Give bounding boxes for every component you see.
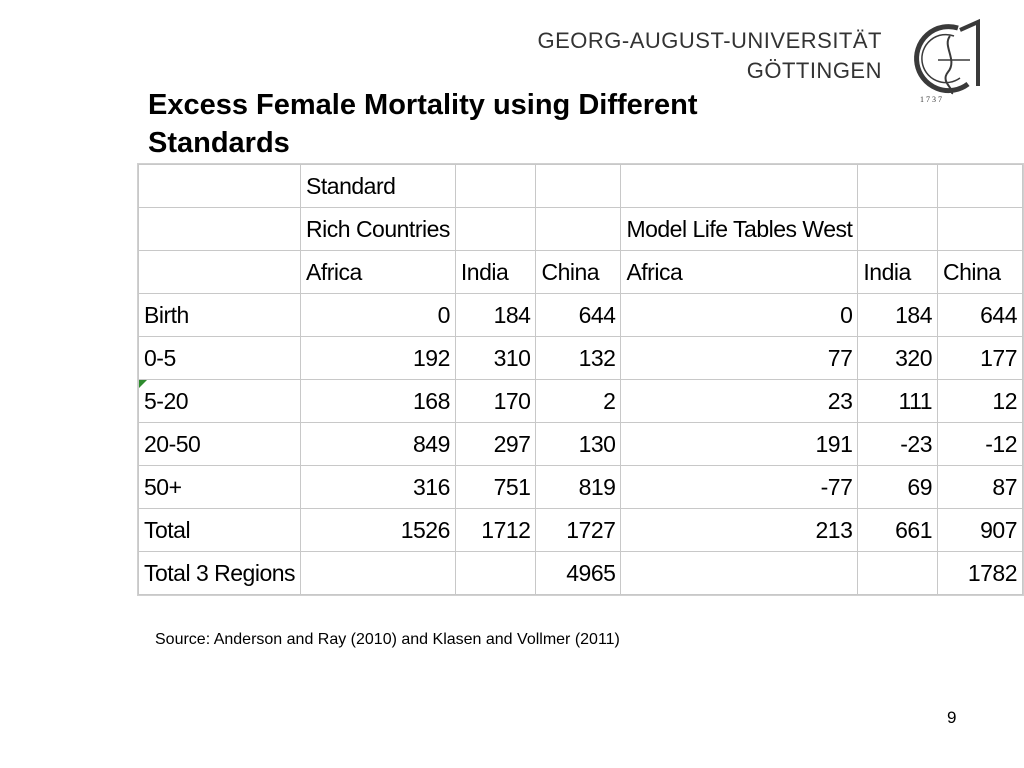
table-cell: 297 — [454, 422, 537, 466]
table-cell: 316 — [300, 465, 456, 509]
table-cell: 77 — [620, 336, 859, 380]
table-row: 0-5 192 310 132 77 320 177 — [137, 336, 1023, 380]
slide-title: Excess Female Mortality using Different … — [148, 89, 698, 159]
table-row: 20-50 849 297 130 191 -23 -12 — [137, 422, 1023, 466]
table-cell: 132 — [535, 336, 622, 380]
university-name-line2: GÖTTINGEN — [746, 58, 882, 83]
table-cell — [454, 551, 537, 595]
table-cell: 191 — [620, 422, 859, 466]
table-row-total: Total 1526 1712 1727 213 661 907 — [137, 508, 1023, 552]
table-cell: 644 — [937, 293, 1023, 337]
table-cell: 2 — [535, 379, 622, 423]
university-logo: 1 7 3 7 — [914, 18, 980, 104]
table-cell — [300, 551, 456, 595]
university-name: GEORG-AUGUST-UNIVERSITÄT GÖTTINGEN — [538, 26, 882, 86]
mortality-table: Standard Rich Countries Model Life Table… — [137, 163, 1024, 596]
standard-label: Standard — [300, 164, 456, 208]
total3-model-value: 1782 — [937, 551, 1023, 595]
table-cell: 184 — [857, 293, 938, 337]
table-cell: 213 — [620, 508, 859, 552]
table-row: Birth 0 184 644 0 184 644 — [137, 293, 1023, 337]
table-cell — [857, 207, 938, 251]
table-cell: 184 — [454, 293, 537, 337]
table-cell — [454, 164, 537, 208]
table-cell — [937, 207, 1023, 251]
table-cell: 644 — [535, 293, 622, 337]
table-cell: 1526 — [300, 508, 456, 552]
table-cell: 1712 — [454, 508, 537, 552]
group-rich-countries: Rich Countries — [300, 207, 456, 251]
error-indicator-icon — [139, 380, 147, 388]
table-cell: -12 — [937, 422, 1023, 466]
table-cell — [857, 551, 938, 595]
table-row-total-3-regions: Total 3 Regions 4965 1782 — [137, 551, 1023, 595]
table-cell: -23 — [857, 422, 938, 466]
column-header: Africa — [300, 250, 456, 294]
source-citation: Source: Anderson and Ray (2010) and Klas… — [155, 631, 620, 648]
row-label: 20-50 — [137, 422, 302, 466]
total3-rich-value: 4965 — [535, 551, 622, 595]
page-number: 9 — [947, 708, 957, 727]
row-label: 50+ — [137, 465, 302, 509]
row-label: Total 3 Regions — [137, 551, 302, 595]
group-model-life-tables: Model Life Tables West — [620, 207, 859, 251]
table-cell — [620, 164, 859, 208]
row-label: Birth — [137, 293, 302, 337]
column-header: China — [937, 250, 1023, 294]
table-cell: 23 — [620, 379, 859, 423]
row-label-cell: 5-20 — [137, 379, 302, 423]
table-cell: 170 — [454, 379, 537, 423]
row-label: Total — [137, 508, 302, 552]
table-cell: 177 — [937, 336, 1023, 380]
table-cell: 320 — [857, 336, 938, 380]
table-cell: 751 — [454, 465, 537, 509]
table-cell — [137, 250, 302, 294]
table-row-standard: Standard — [137, 164, 1023, 208]
table-cell: 661 — [857, 508, 938, 552]
column-header: Africa — [620, 250, 859, 294]
table-cell — [137, 207, 302, 251]
table-cell: 69 — [857, 465, 938, 509]
table-cell — [937, 164, 1023, 208]
logo-year: 1 7 3 7 — [920, 95, 942, 104]
table-cell: 87 — [937, 465, 1023, 509]
table-row: 50+ 316 751 819 -77 69 87 — [137, 465, 1023, 509]
table-cell — [535, 207, 622, 251]
table-cell: 192 — [300, 336, 456, 380]
table-body: Standard Rich Countries Model Life Table… — [137, 164, 1023, 595]
table-cell: 0 — [300, 293, 456, 337]
table-cell: 819 — [535, 465, 622, 509]
table-cell: 0 — [620, 293, 859, 337]
table-row: 5-20 168 170 2 23 111 12 — [137, 379, 1023, 423]
column-header: India — [454, 250, 537, 294]
table-cell — [454, 207, 537, 251]
table-cell: 130 — [535, 422, 622, 466]
table-cell: 907 — [937, 508, 1023, 552]
table-row-groups: Rich Countries Model Life Tables West — [137, 207, 1023, 251]
table-cell: 849 — [300, 422, 456, 466]
table-cell: 310 — [454, 336, 537, 380]
table-cell — [857, 164, 938, 208]
column-header: India — [857, 250, 938, 294]
table-cell — [137, 164, 302, 208]
table-cell — [535, 164, 622, 208]
column-header: China — [535, 250, 622, 294]
table-cell: 111 — [857, 379, 938, 423]
table-cell — [620, 551, 859, 595]
row-label: 5-20 — [144, 387, 189, 414]
row-label: 0-5 — [137, 336, 302, 380]
table-cell: 12 — [937, 379, 1023, 423]
table-header-row: Africa India China Africa India China — [137, 250, 1023, 294]
table-cell: 168 — [300, 379, 456, 423]
table-cell: -77 — [620, 465, 859, 509]
table-cell: 1727 — [535, 508, 622, 552]
university-name-line1: GEORG-AUGUST-UNIVERSITÄT — [537, 28, 882, 53]
